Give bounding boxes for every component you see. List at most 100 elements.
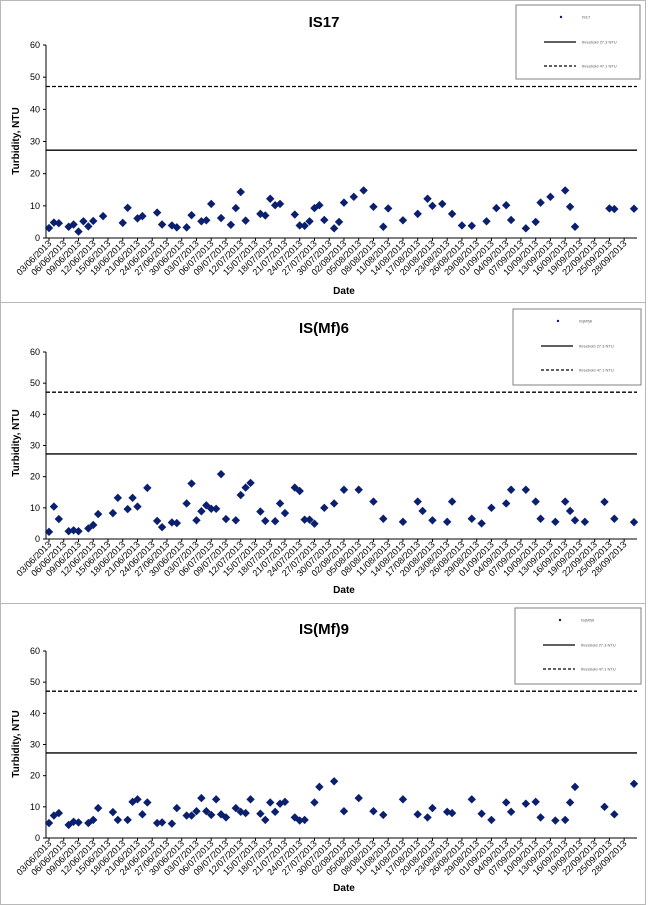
data-point [270, 807, 280, 817]
data-point [172, 803, 182, 813]
data-point [54, 514, 64, 524]
y-tick-label: 50 [30, 378, 40, 388]
data-point [246, 478, 255, 488]
data-point [44, 223, 54, 233]
data-point [487, 503, 496, 513]
data-point [560, 497, 570, 506]
data-point [320, 503, 329, 513]
data-point [187, 479, 196, 488]
data-point [398, 795, 408, 804]
data-point [123, 504, 132, 514]
data-point [423, 194, 432, 203]
y-tick-label: 30 [30, 740, 40, 750]
data-point [261, 211, 270, 220]
data-point [457, 221, 467, 230]
data-point [231, 203, 241, 213]
data-point [54, 808, 64, 818]
data-point [182, 499, 191, 508]
data-point [182, 223, 191, 232]
chart-panel-is17: IS17 Turbidity, NTU Date 0 10 20 30 40 50 60 03… [0, 0, 646, 303]
data-point [113, 493, 123, 503]
data-point [565, 506, 575, 516]
data-point [570, 782, 580, 792]
data-point [295, 486, 304, 496]
data-point [44, 527, 54, 537]
data-point [329, 224, 339, 233]
data-point [369, 497, 378, 506]
data-point [329, 777, 339, 786]
data-point [551, 816, 560, 825]
data-point [315, 200, 324, 210]
data-point [211, 504, 221, 513]
legend-entry-label: threshold 27.3 NTU [582, 40, 617, 45]
data-point [226, 220, 236, 230]
data-point [398, 517, 408, 527]
data-point [610, 204, 619, 214]
y-axis-label: Turbidity, NTU [11, 710, 22, 777]
data-point [108, 508, 118, 518]
x-axis-label: Date [333, 883, 355, 894]
data-point [600, 802, 609, 812]
data-point [506, 215, 516, 225]
data-point [605, 204, 614, 213]
data-point [379, 514, 388, 523]
data-point [560, 815, 570, 825]
data-point [536, 813, 545, 822]
data-point [275, 199, 285, 209]
data-point [84, 222, 93, 231]
data-point [167, 819, 177, 828]
data-point [413, 497, 422, 506]
data-point [384, 204, 393, 213]
data-point [266, 798, 275, 807]
data-point [197, 793, 206, 803]
legend-entry-label: IS17 [582, 15, 591, 20]
data-point [93, 803, 103, 813]
data-point [300, 221, 309, 230]
data-point [447, 209, 457, 219]
data-point [369, 806, 378, 816]
data-point [280, 508, 290, 518]
data-point [123, 815, 132, 825]
data-point [339, 485, 349, 494]
data-point [501, 200, 511, 210]
data-point [546, 192, 555, 202]
data-point [261, 815, 270, 825]
data-point [477, 809, 486, 818]
y-tick-label: 40 [30, 409, 40, 419]
data-point [354, 793, 363, 803]
data-point [157, 818, 167, 827]
data-point [354, 485, 363, 494]
data-point [123, 203, 132, 212]
y-tick-label: 30 [30, 137, 40, 147]
data-point [531, 797, 540, 807]
data-point [329, 499, 339, 508]
data-point [207, 504, 216, 513]
data-point [339, 198, 349, 207]
data-point [79, 217, 88, 226]
data-point [295, 221, 304, 230]
data-point [487, 815, 496, 825]
y-axis-label: Turbidity, NTU [11, 107, 22, 174]
x-axis-label: Date [333, 286, 355, 297]
data-point [202, 216, 211, 225]
legend-entry-label: threshold 47.1 NTU [579, 368, 614, 373]
data-point [629, 204, 639, 213]
data-point [531, 497, 540, 506]
legend-entry-label: threshold 27.3 NTU [579, 344, 614, 349]
chart-title: IS(Mf)9 [299, 621, 349, 638]
data-point [89, 216, 98, 226]
legend-box [512, 308, 642, 386]
data-point [305, 217, 314, 226]
data-point [143, 798, 152, 807]
data-point [580, 517, 590, 527]
data-point [629, 779, 639, 788]
y-tick-label: 0 [35, 534, 40, 544]
data-point [334, 217, 344, 227]
data-point [128, 493, 137, 503]
data-point [467, 221, 476, 230]
data-point [74, 227, 83, 236]
data-point [236, 807, 245, 817]
data-point [560, 186, 570, 195]
data-point [629, 517, 639, 527]
